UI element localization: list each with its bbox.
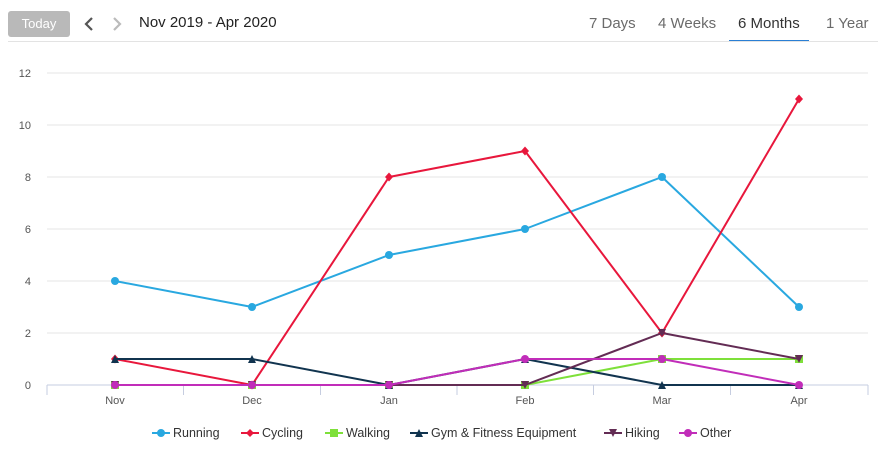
gym-fitness-equipment-point (248, 355, 256, 363)
legend-label: Gym & Fitness Equipment (431, 426, 577, 440)
y-tick-label: 2 (25, 328, 31, 340)
cycling-point (385, 172, 393, 182)
running-point (385, 251, 393, 259)
y-tick-label: 12 (19, 68, 31, 80)
legend-marker-gym-fitness-equipment (410, 429, 428, 437)
tab-6-months[interactable]: 6 Months (738, 15, 800, 32)
running-point (521, 225, 529, 233)
running-line (114, 176, 800, 308)
tab-4-weeks[interactable]: 4 Weeks (658, 15, 717, 32)
chevron-left-icon[interactable] (82, 15, 96, 33)
legend-marker-walking (325, 429, 343, 437)
legend-marker-other (679, 429, 697, 437)
x-tick-label: Dec (242, 395, 262, 407)
y-tick-label: 10 (19, 120, 31, 132)
hiking-point (795, 355, 803, 363)
running-point (248, 303, 256, 311)
other-point (111, 381, 119, 389)
gym-fitness-equipment-point (658, 381, 666, 389)
legend-label: Cycling (262, 426, 303, 440)
x-tick-label: Nov (105, 395, 125, 407)
x-tick-label: Jan (380, 395, 398, 407)
running-point (795, 303, 803, 311)
gym-fitness-equipment-point (111, 355, 119, 363)
x-tick-label: Mar (653, 395, 672, 407)
other-point (248, 381, 256, 389)
tab-1-year[interactable]: 1 Year (826, 15, 869, 32)
running-point (658, 173, 666, 181)
chart-toolbar: Today Nov 2019 - Apr 2020 7 Days 4 Weeks… (0, 0, 894, 42)
activity-line-chart: 0 2 4 6 8 10 12 Nov Dec Jan Feb Mar Apr (19, 68, 869, 407)
legend-label: Hiking (625, 426, 660, 440)
hiking-point (658, 329, 666, 337)
x-tick-label: Apr (790, 395, 807, 407)
today-button[interactable]: Today (8, 11, 70, 37)
y-tick-label: 8 (25, 172, 31, 184)
tab-7-days[interactable]: 7 Days (589, 15, 636, 32)
cycling-line (114, 98, 800, 386)
legend-label: Walking (346, 426, 390, 440)
legend-marker-hiking (604, 429, 622, 437)
cycling-point (521, 146, 529, 156)
y-tick-label: 4 (25, 276, 31, 288)
other-point (658, 355, 666, 363)
chevron-right-icon[interactable] (110, 15, 124, 33)
hiking-point (521, 381, 529, 389)
y-tick-label: 6 (25, 224, 31, 236)
other-point (385, 381, 393, 389)
legend-label: Running (173, 426, 220, 440)
legend-label: Other (700, 426, 732, 440)
date-range-label: Nov 2019 - Apr 2020 (139, 14, 277, 31)
toolbar-divider (8, 41, 878, 42)
other-point (795, 381, 803, 389)
legend-marker-running (152, 429, 170, 437)
cycling-point (795, 94, 803, 104)
chart-legend: Running Cycling Walking Gym & Fitness Equip… (0, 424, 894, 444)
x-tick-label: Feb (516, 395, 535, 407)
running-point (111, 277, 119, 285)
legend-marker-cycling (241, 429, 259, 437)
y-tick-label: 0 (25, 380, 31, 392)
other-point (521, 355, 529, 363)
other-line (115, 358, 800, 386)
